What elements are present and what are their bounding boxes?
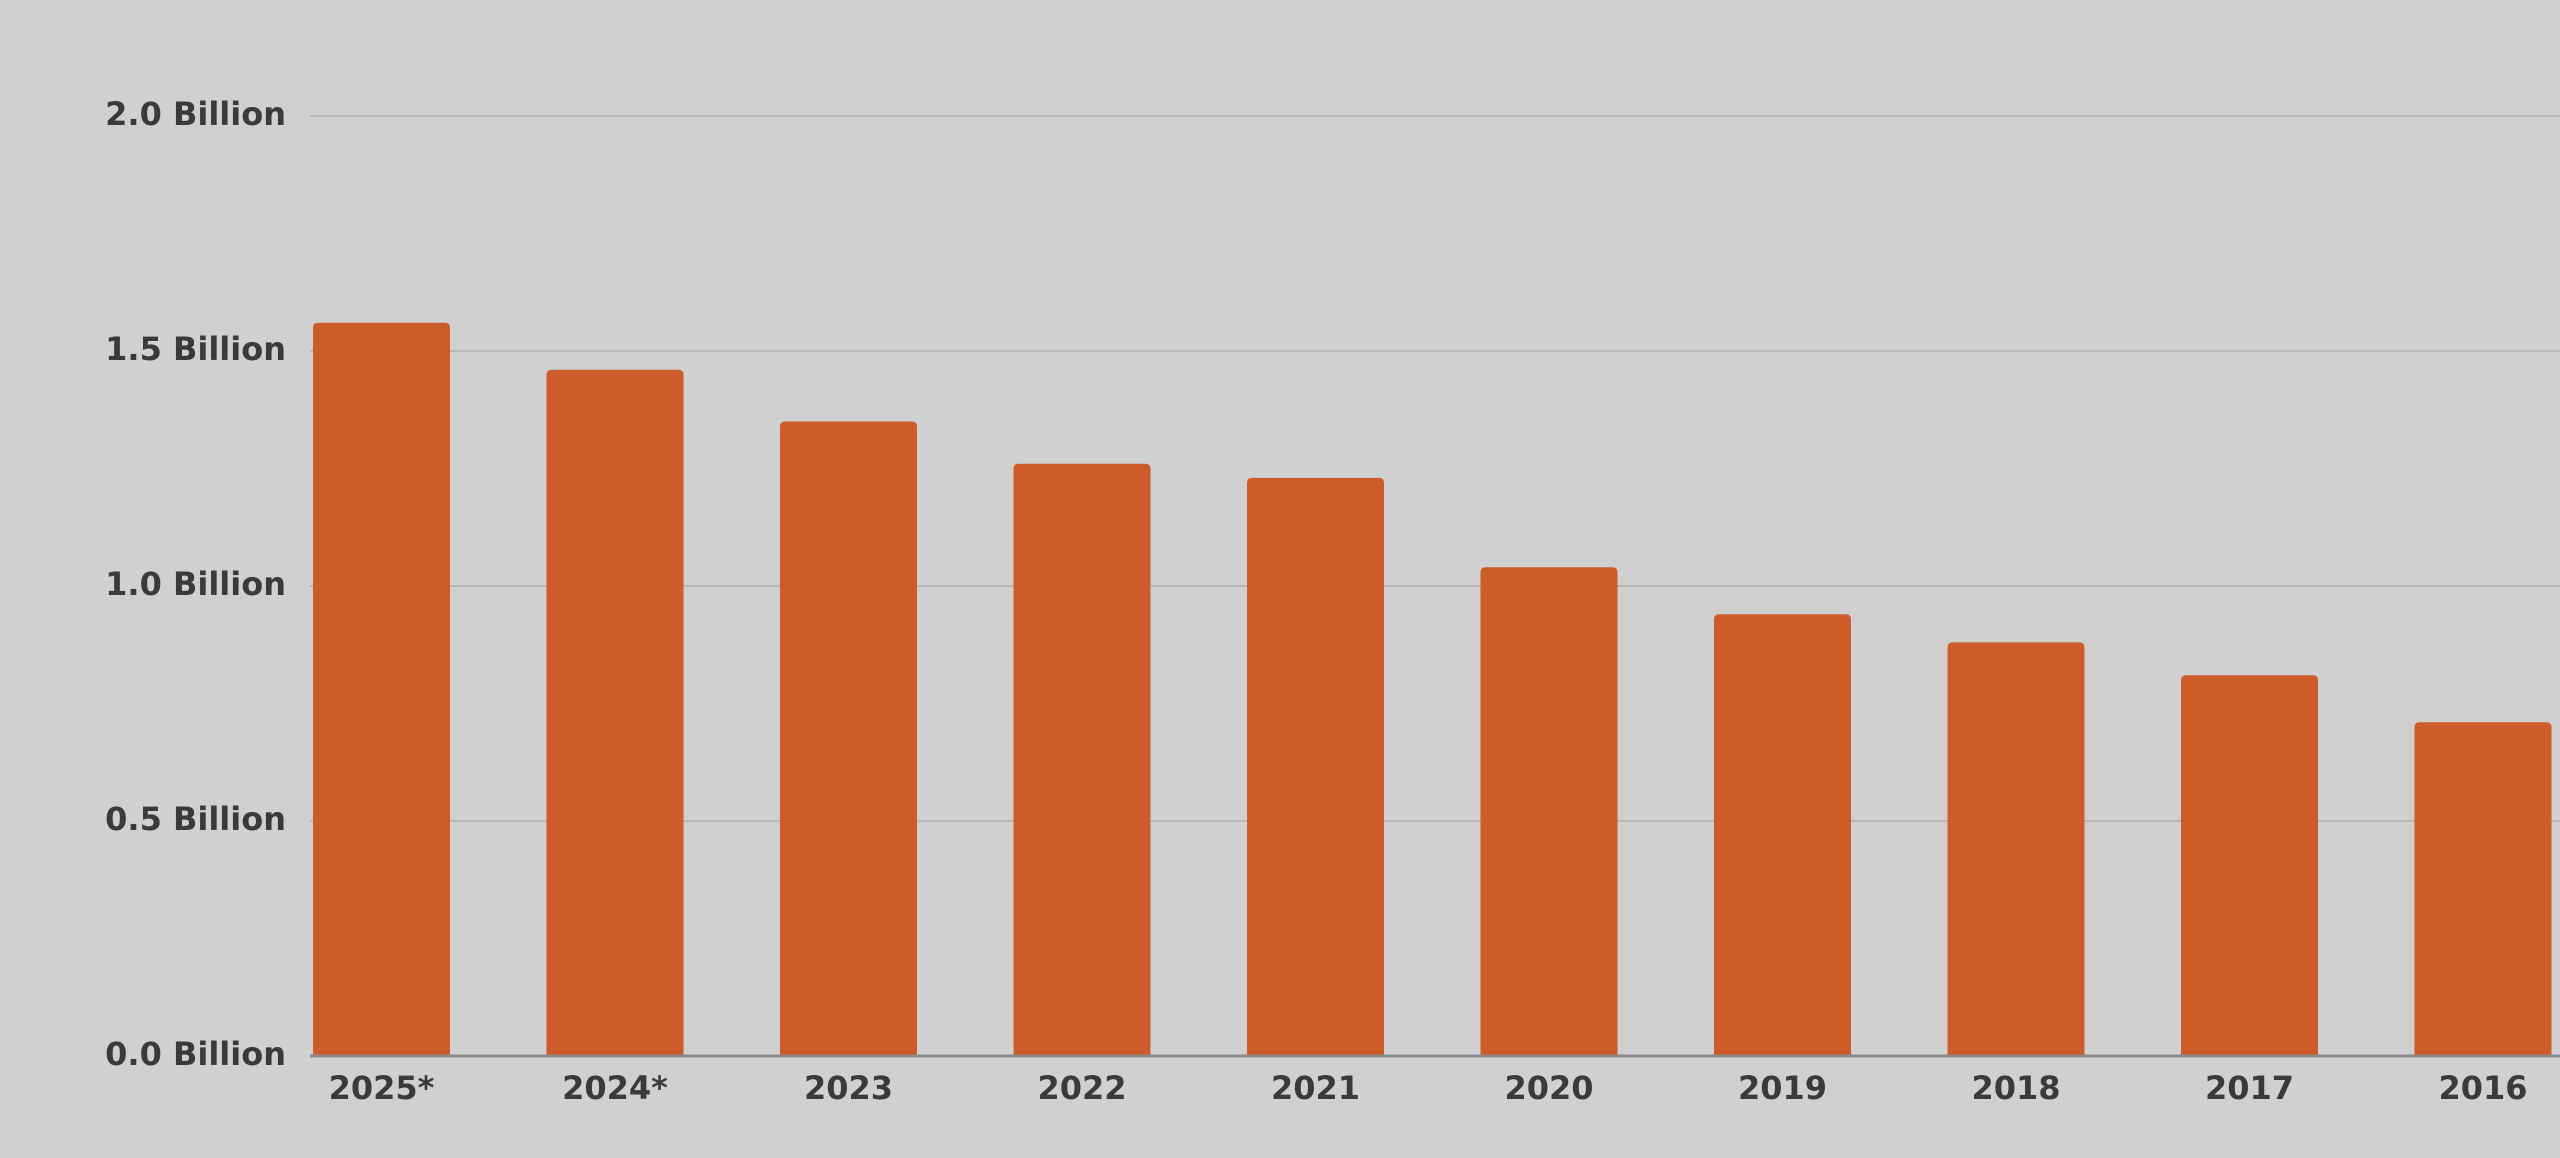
x-tick-label: 2024* <box>562 1069 668 1107</box>
bar <box>2181 675 2318 1056</box>
x-tick-label: 2017 <box>2205 1069 2294 1107</box>
bar <box>2414 722 2552 1056</box>
x-tick-label: 2016 <box>2438 1069 2527 1107</box>
x-tick-label: 2023 <box>804 1069 893 1107</box>
bar <box>1013 463 1151 1056</box>
bar <box>1947 642 2085 1056</box>
bar <box>546 369 684 1056</box>
bar <box>313 322 450 1056</box>
y-tick-label: 1.0 Billion <box>105 565 286 603</box>
x-tick-label: 2018 <box>1971 1069 2060 1107</box>
bar <box>1247 477 1384 1056</box>
x-tick-label: 2021 <box>1271 1069 1360 1107</box>
y-tick-label: 0.5 Billion <box>105 800 286 838</box>
bar <box>1714 614 1851 1056</box>
x-tick-label: 2022 <box>1037 1069 1126 1107</box>
x-tick-label: 2025* <box>329 1069 435 1107</box>
bar <box>780 421 917 1056</box>
y-tick-label: 0.0 Billion <box>105 1035 286 1073</box>
bar <box>1480 567 1618 1056</box>
x-tick-label: 2019 <box>1738 1069 1827 1107</box>
y-tick-label: 1.5 Billion <box>105 330 286 368</box>
y-tick-label: 2.0 Billion <box>105 95 286 133</box>
x-tick-label: 2020 <box>1504 1069 1593 1107</box>
